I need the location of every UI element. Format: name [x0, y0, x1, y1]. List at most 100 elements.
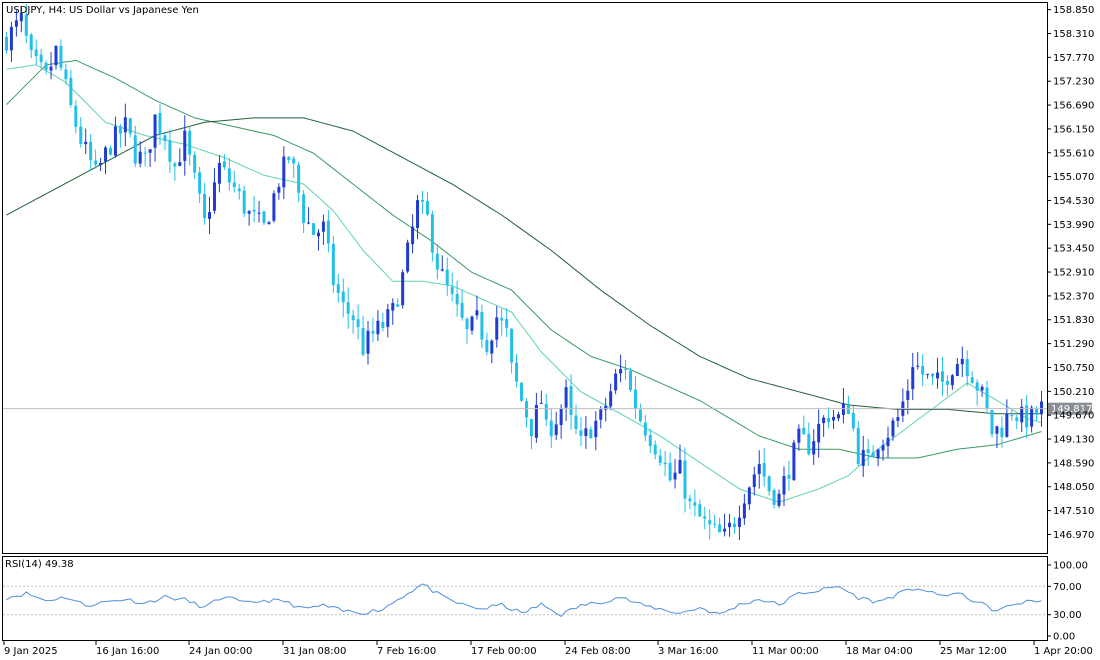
candle-bear — [480, 312, 484, 340]
candle-bear — [69, 77, 73, 106]
candle-bull — [936, 372, 940, 379]
candle-bear — [851, 412, 855, 429]
candle-bull — [955, 364, 959, 376]
time-tick-label: 1 Apr 20:00 — [1034, 646, 1093, 657]
candle-bear — [668, 462, 672, 481]
candle-bear — [34, 49, 38, 57]
candle-bull — [812, 441, 816, 455]
candle-bull — [757, 464, 761, 474]
price-tick-label: 155.610 — [1053, 148, 1094, 159]
candle-bull — [980, 386, 984, 391]
candle-bear — [44, 62, 48, 70]
price-tick-label: 157.770 — [1053, 53, 1094, 64]
candle-bear — [252, 209, 256, 212]
candle-bull — [678, 459, 682, 474]
candle-bear — [460, 302, 464, 318]
candle-bull — [1040, 401, 1044, 415]
price-tick-label: 156.690 — [1053, 101, 1094, 112]
candle-bear — [64, 69, 68, 80]
candle-bear — [718, 524, 722, 533]
candle-bull — [376, 320, 380, 335]
candle-bull — [995, 426, 999, 434]
candle-bear — [500, 317, 504, 321]
candle-bull — [84, 141, 88, 145]
candle-bull — [54, 46, 58, 66]
candle-bull — [366, 330, 370, 354]
candle-bull — [609, 391, 613, 407]
candle-bear — [1015, 417, 1019, 422]
candle-bull — [891, 420, 895, 437]
candle-bear — [703, 516, 707, 519]
candle-bear — [312, 223, 316, 235]
rsi-axis: 100.00 70.00 30.00 0.00 — [1047, 561, 1088, 643]
candle-bear — [79, 126, 83, 145]
candle-bull — [257, 212, 261, 214]
candle-bear — [242, 190, 246, 214]
candle-bear — [579, 430, 583, 436]
time-tick-label: 25 Mar 12:00 — [940, 646, 1007, 657]
price-tick-label: 148.050 — [1053, 482, 1094, 493]
price-tick-label: 158.850 — [1053, 5, 1094, 16]
price-tick-label: 155.070 — [1053, 172, 1094, 183]
candle-bull — [267, 222, 271, 225]
candle-bull — [777, 493, 781, 506]
candle-bear — [108, 147, 112, 155]
candle-bear — [302, 194, 306, 224]
candle-bear — [807, 433, 811, 455]
candle-bull — [896, 417, 900, 421]
rsi-plot — [3, 583, 1047, 618]
candle-bear — [624, 368, 628, 370]
candle-bull — [797, 428, 801, 443]
candle-bear — [89, 141, 93, 161]
candle-bull — [886, 437, 890, 447]
candle-bear — [633, 389, 637, 410]
candle-bear — [866, 449, 870, 453]
candle-bear — [529, 418, 533, 437]
candle-bear — [975, 382, 979, 391]
current-price-label: 149.817 — [1051, 404, 1092, 415]
candle-bull — [99, 162, 103, 166]
price-tick-label: 152.370 — [1053, 291, 1094, 302]
price-tick-label: 149.670 — [1053, 411, 1094, 422]
time-axis: 9 Jan 2025 16 Jan 16:00 24 Jan 00:00 31 Jan… — [3, 641, 1093, 657]
candle-bear — [520, 382, 524, 401]
time-tick-label: 17 Feb 00:00 — [471, 646, 537, 657]
candle-bull — [599, 409, 603, 420]
candle-bull — [881, 445, 885, 451]
candle-bull — [321, 221, 325, 232]
rsi-title: RSI(14) 49.38 — [5, 559, 74, 570]
price-tick-label: 146.970 — [1053, 530, 1094, 541]
candle-bull — [960, 358, 964, 365]
candle-bull — [841, 403, 845, 415]
candle-bear — [133, 135, 137, 164]
candle-bull — [406, 242, 410, 272]
candle-bull — [138, 151, 142, 164]
candle-bull — [208, 212, 212, 219]
candle-bull — [9, 26, 13, 51]
candle-bull — [876, 449, 880, 459]
candle-bull — [737, 517, 741, 527]
candle-bull — [272, 193, 276, 221]
candle-bear — [985, 387, 989, 409]
candle-bear — [356, 319, 360, 328]
candle-bull — [559, 408, 563, 426]
candle-bear — [574, 415, 578, 430]
candle-bear — [856, 427, 860, 465]
candle-bull — [386, 309, 390, 327]
candle-bear — [698, 504, 702, 517]
candle-bear — [1000, 427, 1004, 438]
time-tick-label: 24 Jan 00:00 — [189, 646, 252, 657]
candle-bear — [628, 370, 632, 391]
candle-bear — [371, 331, 375, 334]
candle-bear — [222, 161, 226, 168]
rsi-tick-label: 100.00 — [1053, 561, 1088, 572]
candle-bull — [391, 303, 395, 311]
candle-bull — [728, 522, 732, 528]
candle-bull — [534, 404, 538, 438]
candle-bear — [435, 253, 439, 270]
candle-bear — [74, 105, 78, 127]
candle-bear — [465, 318, 469, 329]
rsi-line — [6, 583, 1042, 618]
candle-bear — [128, 118, 132, 134]
